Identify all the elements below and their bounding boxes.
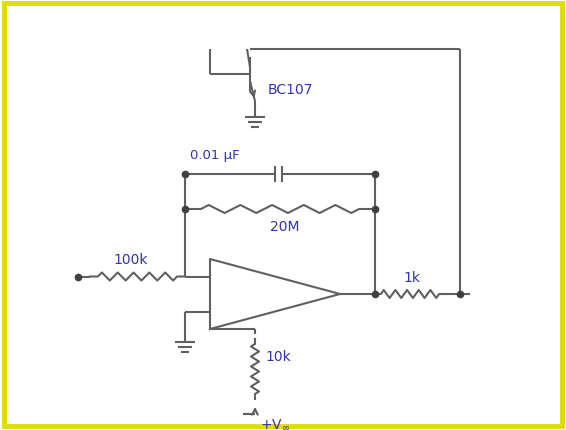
Text: 0.01 μF: 0.01 μF xyxy=(190,149,239,162)
Text: BC107: BC107 xyxy=(268,83,314,97)
Text: 100k: 100k xyxy=(114,253,148,267)
Text: 10k: 10k xyxy=(265,350,291,364)
Text: 20M: 20M xyxy=(270,219,300,233)
Text: +V$_{\infty}$: +V$_{\infty}$ xyxy=(260,417,290,430)
Text: 1k: 1k xyxy=(404,270,421,284)
